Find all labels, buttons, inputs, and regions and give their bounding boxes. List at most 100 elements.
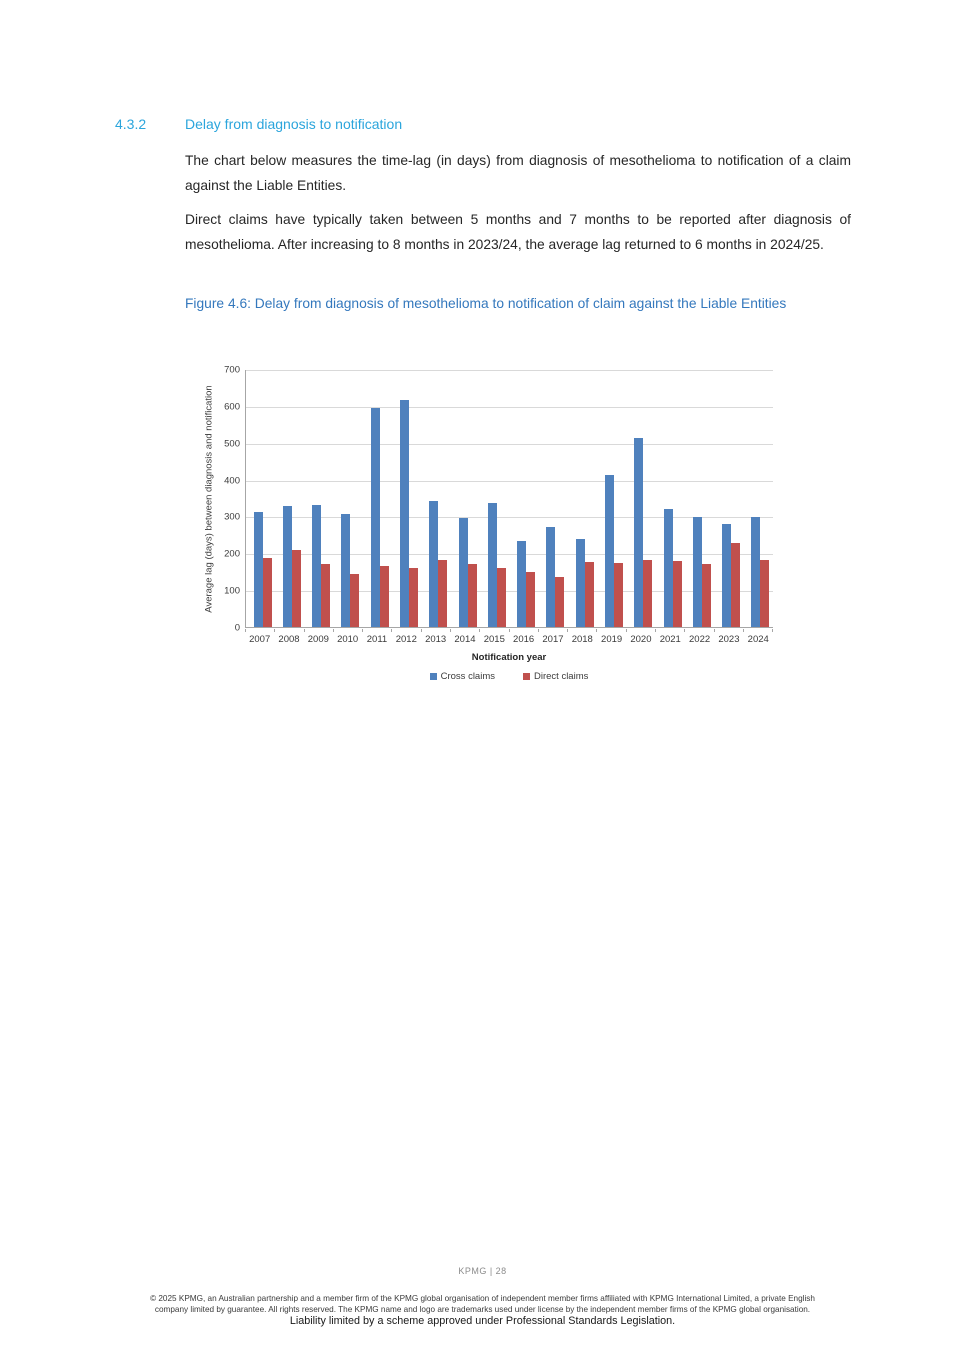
cross-claims-bar-2019	[605, 474, 615, 627]
y-tick-label-600: 600	[224, 401, 240, 413]
bar-group-2022	[685, 370, 714, 627]
cross-claims-bar-2015	[487, 502, 497, 627]
x-tick-label-2011: 2011	[366, 634, 388, 645]
x-tick-mark	[596, 629, 625, 632]
x-tick-label-2016: 2016	[513, 634, 535, 645]
x-tick-label-2018: 2018	[571, 634, 593, 645]
legend-label: Direct claims	[534, 671, 589, 682]
direct-claims-bar-2007	[262, 557, 272, 627]
direct-claims-bar-2018	[584, 562, 594, 627]
bar-group-2013	[422, 370, 451, 627]
paragraph-2: Direct claims have typically taken betwe…	[185, 212, 851, 252]
figure-caption: Figure 4.6: Delay from diagnosis of meso…	[185, 296, 787, 311]
bar-group-2010	[334, 370, 363, 627]
x-tick-mark	[742, 629, 772, 632]
direct-claims-bar-2015	[496, 567, 506, 627]
y-tick-label-400: 400	[224, 475, 240, 487]
x-tick-mark	[420, 629, 450, 632]
bar-group-2019	[597, 370, 626, 627]
section-title: Delay from diagnosis to notification	[185, 116, 403, 132]
x-tick-label-2008: 2008	[278, 634, 300, 645]
bar-group-2008	[275, 370, 304, 627]
cross-claims-bar-2017	[546, 527, 556, 627]
cross-claims-bar-2013	[429, 500, 439, 627]
cross-claims-bar-2011	[370, 407, 380, 627]
x-tick-mark	[654, 629, 684, 632]
gridline-700	[246, 370, 773, 371]
direct-claims-bar-2008	[291, 549, 301, 627]
direct-claims-bar-2020	[643, 559, 653, 627]
x-tick-label-2009: 2009	[307, 634, 329, 645]
x-axis-title: Notification year	[471, 652, 547, 663]
legend-label: Cross claims	[440, 671, 495, 682]
gridline-300	[246, 517, 773, 519]
x-tick-label-2022: 2022	[689, 634, 711, 645]
bar-group-2021	[656, 370, 685, 627]
gridline-500	[246, 443, 773, 445]
direct-claims-bar-2016	[526, 572, 536, 627]
direct-claims-bar-2022	[701, 563, 711, 627]
x-tick-mark	[391, 629, 420, 632]
direct-claims-bar-2014	[467, 563, 477, 627]
cross-claims-bar-2021	[663, 509, 673, 627]
cross-claims-bar-2012	[400, 399, 410, 627]
direct-claims-bar-2024	[760, 560, 770, 627]
x-tick-label-2019: 2019	[601, 634, 623, 645]
direct-claims-bar-2013	[438, 559, 448, 627]
x-tick-label-2014: 2014	[454, 634, 476, 645]
chart-legend: Cross claims Direct claims	[245, 671, 773, 682]
direct-claims-bar-2010	[350, 574, 360, 627]
page-number: KPMG | 28	[458, 1266, 507, 1276]
x-axis-tick-marks	[245, 629, 773, 632]
footer-liability-statement: Liability limited by a scheme approved u…	[289, 1315, 676, 1327]
cross-claims-bar-2020	[634, 438, 644, 627]
bar-group-2024	[744, 370, 773, 627]
y-axis-ticks: 0 100 200 300 400 500 600 700	[200, 365, 240, 634]
direct-claims-bar-2023	[731, 542, 741, 627]
footer-line-1: © 2025 KPMG, an Australian partnership a…	[150, 1294, 815, 1303]
bar-group-2012	[392, 370, 421, 627]
x-tick-mark	[713, 629, 743, 632]
y-tick-label-500: 500	[224, 438, 240, 450]
y-tick-label-100: 100	[224, 585, 240, 597]
x-tick-label-2017: 2017	[542, 634, 564, 645]
direct-claims-bar-2009	[321, 563, 331, 627]
x-tick-mark	[362, 629, 391, 632]
bar-group-2016	[510, 370, 539, 627]
gridline-400	[246, 480, 773, 482]
direct-claims-bar-2011	[379, 565, 389, 627]
bar-group-2014	[451, 370, 480, 627]
bar-group-2020	[627, 370, 656, 627]
cross-claims-bar-2014	[458, 518, 468, 627]
cross-claims-bar-2018	[575, 538, 585, 627]
y-tick-label-0: 0	[234, 622, 240, 634]
x-tick-label-2021: 2021	[659, 634, 681, 645]
x-tick-label-2015: 2015	[483, 634, 505, 645]
cross-claims-bar-2007	[253, 512, 263, 627]
direct-claims-bar-2012	[409, 568, 419, 627]
y-tick-label-200: 200	[224, 548, 240, 560]
x-tick-label-2010: 2010	[337, 634, 359, 645]
gridline-200	[246, 554, 773, 556]
bar-group-2009	[305, 370, 334, 627]
cross-claims-bar-2023	[722, 523, 732, 627]
x-tick-mark	[303, 629, 333, 632]
x-tick-mark	[274, 629, 303, 632]
gridline-100	[246, 591, 773, 593]
x-tick-label-2007: 2007	[249, 634, 271, 645]
paragraph-1: The chart below measures the time-lag (i…	[185, 153, 851, 193]
x-tick-mark	[508, 629, 538, 632]
x-tick-mark	[537, 629, 567, 632]
x-tick-mark	[449, 629, 479, 632]
legend-item-cross-claims: Cross claims	[429, 671, 495, 682]
legend-marker-icon	[523, 673, 530, 680]
gridline-600	[246, 406, 773, 408]
y-tick-label-700: 700	[224, 364, 240, 376]
x-tick-mark	[479, 629, 508, 632]
x-tick-mark	[625, 629, 655, 632]
cross-claims-bar-2008	[282, 506, 292, 627]
x-axis-labels: 2007 2008 2009 2010 2011 2012 2013 2014 2015 2016…	[245, 634, 773, 645]
bar-group-2015	[480, 370, 509, 627]
bar-groups	[246, 370, 773, 627]
bar-chart-figure: Average lag (days) between diagnosis and…	[200, 362, 778, 692]
